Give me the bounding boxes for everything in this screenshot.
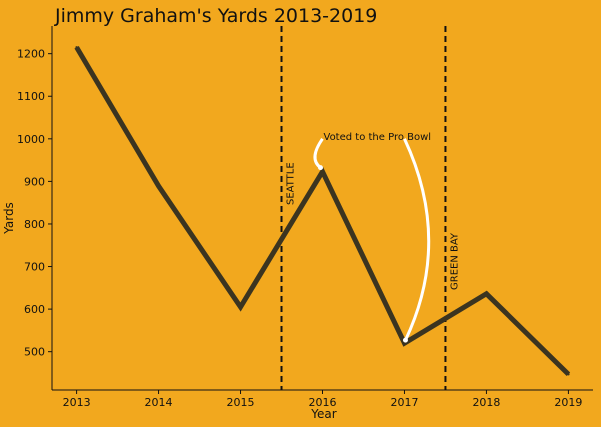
y-tick-label: 1100 <box>17 90 45 103</box>
y-tick-label: 900 <box>24 175 45 188</box>
x-tick-label: 2019 <box>554 396 582 409</box>
data-point <box>321 170 324 173</box>
x-tick-label: 2017 <box>390 396 418 409</box>
chart-title: Jimmy Graham's Yards 2013-2019 <box>54 5 377 27</box>
plot-area: 2013 2014 2015 2016 2017 2018 2019 500 600 700 800… <box>17 26 593 409</box>
y-tick-label: 600 <box>24 303 45 316</box>
y-axis-label: Yards <box>2 202 16 235</box>
y-tick-label: 1200 <box>17 48 45 61</box>
team-change-label: GREEN BAY <box>449 232 460 290</box>
pro-bowl-arrow <box>313 137 324 169</box>
x-tick-label: 2018 <box>472 396 500 409</box>
x-axis-label: Year <box>310 407 336 421</box>
arrow-head <box>402 337 408 343</box>
x-tick-label: 2013 <box>63 396 91 409</box>
y-tick-label: 800 <box>24 218 45 231</box>
y-tick-label: 700 <box>24 261 45 274</box>
data-point <box>75 46 78 49</box>
x-tick-label: 2014 <box>145 396 173 409</box>
data-point <box>157 184 160 188</box>
data-point <box>485 292 488 295</box>
arrow-head <box>318 165 323 171</box>
pro-bowl-arrow <box>403 138 431 341</box>
y-tick-label: 1000 <box>17 133 45 146</box>
x-tick-label: 2016 <box>309 396 337 409</box>
data-point <box>567 373 570 376</box>
yards-series-line <box>74 46 571 377</box>
data-point <box>239 305 242 309</box>
team-change-label: SEATTLE <box>286 162 297 205</box>
x-tick-label: 2015 <box>227 396 255 409</box>
y-tick-label: 500 <box>24 346 45 359</box>
annotation-text: Voted to the Pro Bowl <box>324 132 432 143</box>
